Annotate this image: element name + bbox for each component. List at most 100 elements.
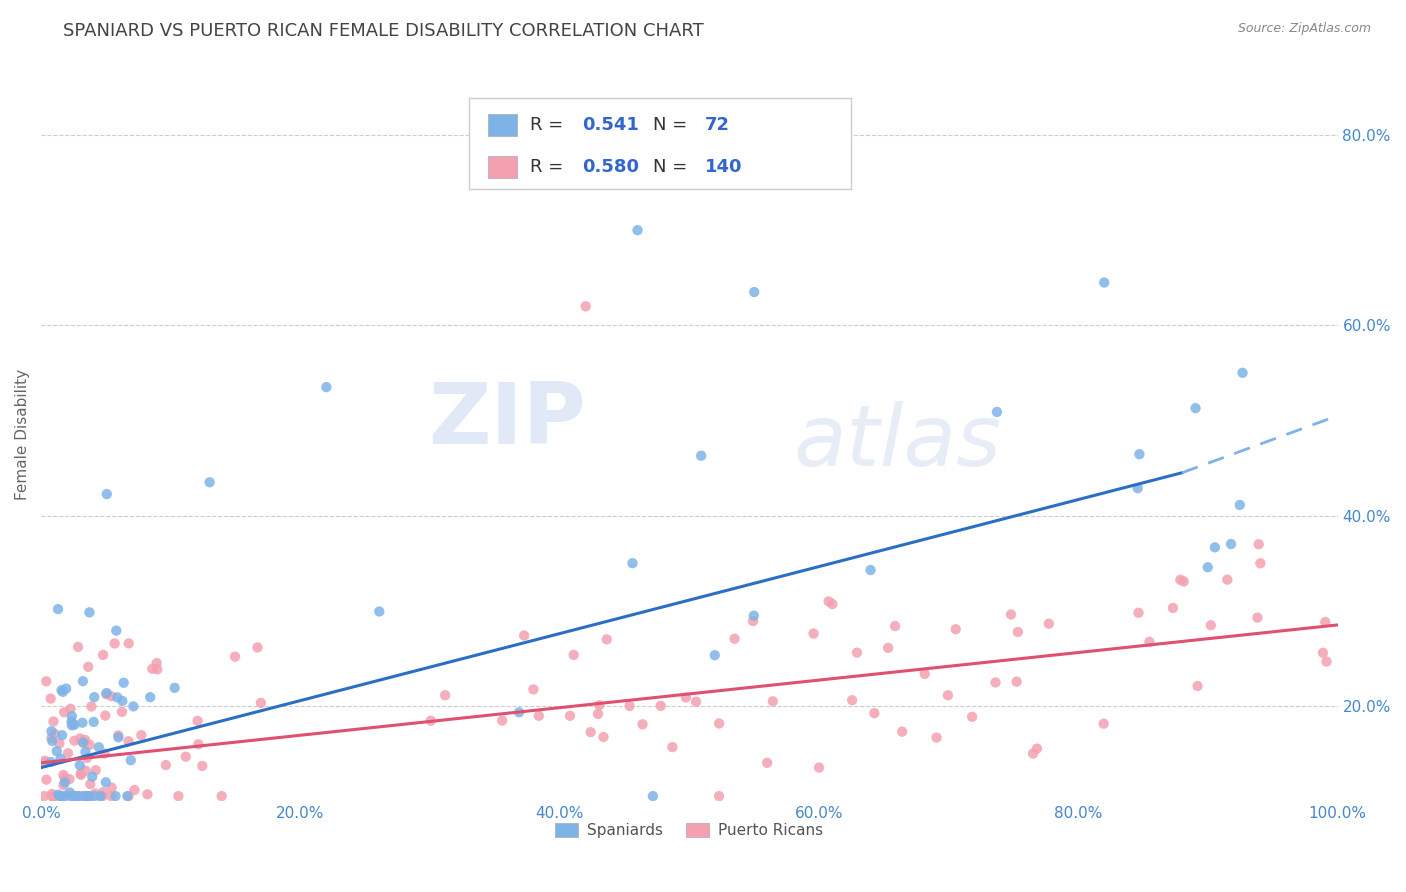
- Point: [1232, 366, 1254, 380]
- Point: [76, 751, 98, 765]
- Point: [626, 223, 648, 237]
- Point: [63, 733, 86, 747]
- Point: [1025, 741, 1047, 756]
- Point: [1137, 635, 1160, 649]
- Point: [1249, 557, 1271, 571]
- Point: [49, 789, 72, 804]
- Point: [1128, 606, 1150, 620]
- Point: [650, 698, 672, 713]
- Point: [91, 648, 114, 662]
- Point: [89, 789, 111, 804]
- Point: [1312, 646, 1334, 660]
- Point: [49, 789, 72, 804]
- Point: [131, 728, 153, 742]
- Point: [45, 744, 67, 758]
- Point: [124, 783, 146, 797]
- Point: [191, 759, 214, 773]
- Point: [39, 691, 62, 706]
- Text: Source: ZipAtlas.com: Source: ZipAtlas.com: [1237, 22, 1371, 36]
- Point: [986, 405, 1008, 419]
- Point: [93, 747, 115, 761]
- Point: [513, 628, 536, 642]
- Point: [1022, 747, 1045, 761]
- Point: [79, 777, 101, 791]
- Point: [891, 724, 914, 739]
- Point: [51, 789, 73, 804]
- Point: [96, 686, 118, 700]
- Point: [96, 687, 118, 701]
- Point: [53, 771, 76, 785]
- Point: [77, 660, 100, 674]
- Point: [914, 666, 936, 681]
- Point: [817, 594, 839, 608]
- Point: [1170, 573, 1192, 587]
- Point: [742, 608, 765, 623]
- Point: [59, 785, 82, 799]
- Point: [60, 718, 83, 732]
- Point: [1128, 447, 1150, 461]
- Point: [66, 640, 89, 654]
- Point: [863, 706, 886, 721]
- Point: [80, 789, 103, 804]
- Point: [83, 690, 105, 705]
- Point: [70, 768, 93, 782]
- Point: [72, 715, 94, 730]
- Point: [41, 787, 63, 801]
- Point: [592, 730, 614, 744]
- Point: [419, 714, 441, 728]
- Point: [35, 772, 58, 787]
- FancyBboxPatch shape: [488, 114, 517, 136]
- Point: [60, 789, 83, 804]
- Point: [586, 706, 609, 721]
- Point: [174, 749, 197, 764]
- Point: [187, 714, 209, 728]
- Point: [96, 487, 118, 501]
- Point: [77, 789, 100, 804]
- Point: [434, 688, 457, 702]
- Point: [62, 789, 84, 804]
- Point: [1092, 716, 1115, 731]
- Point: [104, 789, 127, 804]
- Point: [122, 699, 145, 714]
- Point: [1199, 618, 1222, 632]
- Point: [53, 789, 76, 804]
- Point: [1220, 537, 1243, 551]
- Point: [690, 449, 713, 463]
- Point: [762, 694, 785, 708]
- Point: [1216, 573, 1239, 587]
- Point: [877, 640, 900, 655]
- Point: [72, 735, 94, 749]
- Point: [960, 710, 983, 724]
- Point: [41, 731, 63, 746]
- Point: [619, 698, 641, 713]
- Text: ZIP: ZIP: [427, 378, 586, 461]
- Point: [141, 662, 163, 676]
- Point: [53, 775, 76, 789]
- Point: [155, 758, 177, 772]
- Point: [49, 752, 72, 766]
- Point: [59, 789, 82, 804]
- Point: [32, 789, 55, 804]
- Point: [522, 682, 544, 697]
- Point: [41, 724, 63, 739]
- Point: [65, 789, 87, 804]
- Point: [250, 696, 273, 710]
- Point: [1247, 537, 1270, 551]
- Point: [936, 688, 959, 702]
- Point: [94, 708, 117, 723]
- Point: [742, 285, 765, 299]
- Point: [51, 728, 73, 742]
- Point: [107, 728, 129, 742]
- Point: [703, 648, 725, 663]
- Point: [90, 789, 112, 804]
- Point: [575, 299, 598, 313]
- Point: [60, 709, 83, 723]
- Point: [118, 636, 141, 650]
- Point: [100, 789, 122, 804]
- Point: [82, 770, 104, 784]
- Point: [100, 689, 122, 703]
- Point: [1173, 574, 1195, 589]
- Point: [41, 789, 63, 804]
- Point: [100, 780, 122, 795]
- Point: [167, 789, 190, 804]
